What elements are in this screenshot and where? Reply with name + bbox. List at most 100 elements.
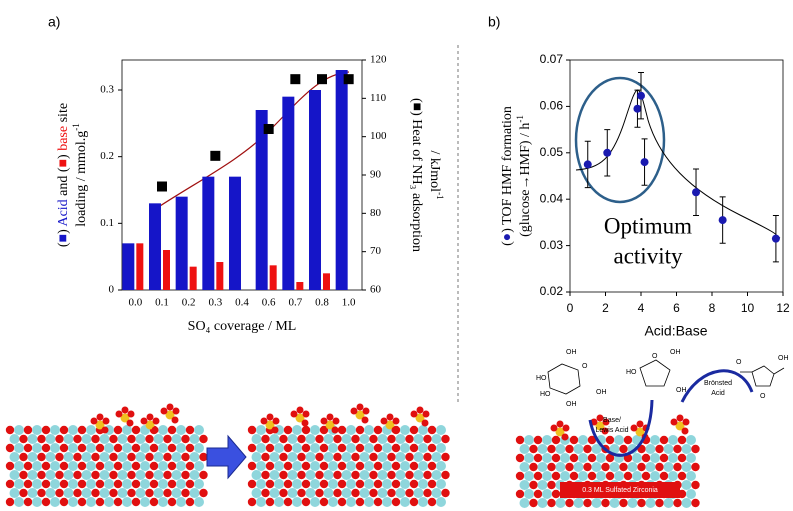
atom — [310, 479, 320, 489]
atom — [664, 444, 674, 454]
atom — [428, 498, 436, 506]
atom — [516, 436, 524, 444]
atom — [46, 434, 56, 444]
bar — [282, 97, 294, 290]
atom — [261, 489, 269, 497]
point — [641, 158, 649, 166]
atom — [114, 498, 122, 506]
atom-label: OH — [596, 389, 607, 396]
atom — [288, 434, 298, 444]
atom-label: OH — [566, 401, 577, 408]
y-axis-label: (glucose→HMF) / h-1 — [515, 115, 533, 237]
label-part: loading / mmol.g — [74, 131, 89, 227]
atom — [104, 497, 114, 507]
atom — [68, 443, 78, 453]
atom — [436, 425, 446, 435]
atom — [199, 453, 207, 461]
atom — [78, 498, 86, 506]
atom — [248, 444, 256, 452]
atom — [405, 471, 413, 479]
atom — [252, 434, 262, 444]
atom — [68, 497, 78, 507]
atom — [28, 452, 38, 462]
atom — [73, 453, 81, 461]
atom — [50, 461, 60, 471]
atom — [50, 425, 60, 435]
y-tick-label: 0.05 — [540, 145, 564, 159]
atom — [556, 498, 566, 508]
atom — [145, 471, 153, 479]
atom — [14, 443, 24, 453]
atom — [109, 489, 117, 497]
atom — [360, 452, 370, 462]
y2-tick-label: 110 — [370, 92, 387, 104]
atom — [154, 434, 164, 444]
atom — [199, 435, 207, 443]
atom — [73, 471, 81, 479]
atom — [91, 471, 99, 479]
atom — [292, 479, 302, 489]
atom — [82, 434, 92, 444]
atom — [637, 421, 644, 428]
bar — [163, 250, 170, 290]
atom — [369, 489, 377, 497]
atom — [141, 418, 148, 425]
atom — [378, 452, 388, 462]
figure: a) b) SO₄ coverage / ML (■) Acid and (■)… — [0, 0, 793, 511]
atom — [46, 470, 56, 480]
arrow-label: Brönsted — [704, 380, 732, 387]
atom — [96, 444, 104, 452]
atom — [655, 445, 663, 453]
atom — [588, 472, 596, 480]
x-tick-label: 1.0 — [342, 297, 356, 309]
atom — [660, 472, 668, 480]
atom — [103, 418, 110, 425]
atom — [68, 479, 78, 489]
atom — [596, 453, 606, 463]
atom — [682, 462, 692, 472]
atom — [86, 461, 96, 471]
atom — [150, 498, 158, 506]
bar — [256, 110, 268, 290]
atom — [310, 461, 320, 471]
atom — [592, 498, 602, 508]
atom — [392, 444, 400, 452]
atom — [190, 434, 200, 444]
atom — [668, 435, 678, 445]
arrow-label: Acid — [711, 390, 725, 397]
atom — [154, 470, 164, 480]
atom — [60, 444, 68, 452]
atom — [100, 470, 110, 480]
atom — [302, 480, 310, 488]
atom — [333, 471, 341, 479]
atom — [297, 407, 304, 414]
bar — [270, 265, 277, 290]
atom — [19, 471, 27, 479]
bar — [149, 203, 161, 290]
atom — [619, 499, 627, 507]
atom — [256, 425, 266, 435]
atom — [104, 443, 114, 453]
atom — [374, 462, 382, 470]
atom — [565, 499, 573, 507]
atom — [328, 479, 338, 489]
atom — [565, 445, 573, 453]
atom — [60, 426, 68, 434]
atom — [563, 425, 570, 432]
atom — [168, 444, 176, 452]
atom — [321, 418, 328, 425]
atom — [691, 481, 699, 489]
atom — [32, 425, 42, 435]
atom — [194, 425, 204, 435]
atom — [351, 408, 358, 415]
atom — [578, 471, 588, 481]
atom — [181, 489, 189, 497]
atom — [37, 435, 45, 443]
atom — [606, 436, 614, 444]
atom — [10, 434, 20, 444]
atom — [315, 489, 323, 497]
x-tick-label: 0.3 — [208, 297, 222, 309]
atom — [172, 417, 179, 424]
atom — [547, 463, 555, 471]
x-tick-label: 0.2 — [182, 297, 196, 309]
